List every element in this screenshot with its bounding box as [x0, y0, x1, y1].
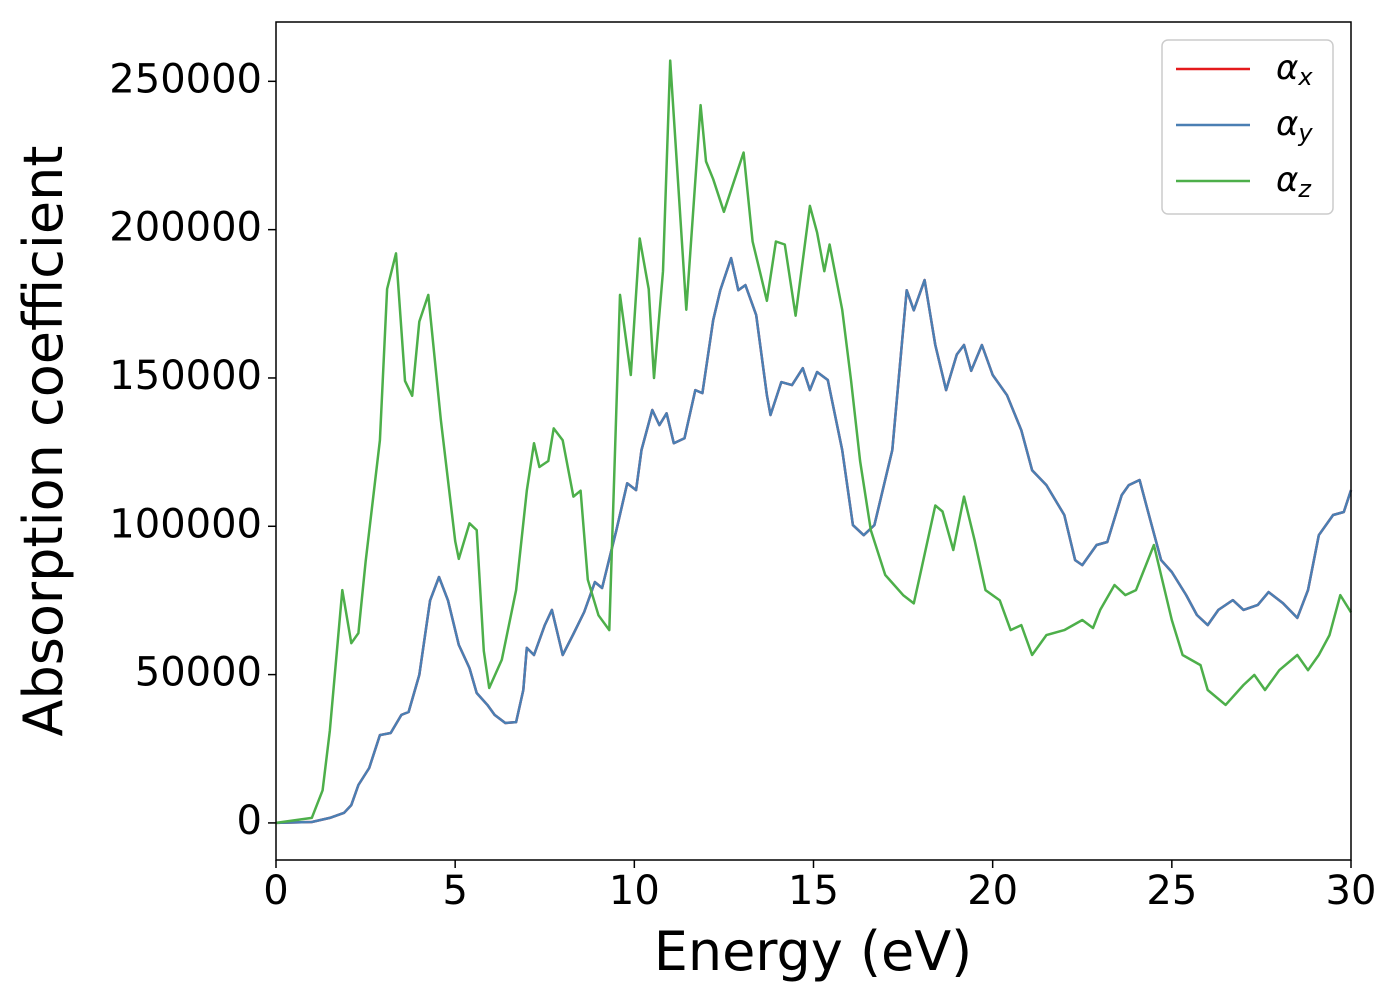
y-tick-label: 50000: [135, 650, 262, 696]
y-tick-label: 0: [237, 798, 262, 844]
x-tick-label: 30: [1326, 868, 1377, 914]
series-line: [275, 59, 1353, 825]
y-tick-label: 200000: [109, 205, 262, 251]
legend-label: αy: [1276, 104, 1313, 148]
y-axis-title: Absorption coefficient: [12, 146, 75, 737]
x-tick-label: 0: [263, 868, 288, 914]
x-tick-label: 5: [442, 868, 467, 914]
x-tick-label: 10: [609, 868, 660, 914]
x-tick-label: 15: [788, 868, 839, 914]
y-tick-label: 100000: [109, 501, 262, 547]
series-line: [275, 256, 1353, 825]
legend-label: αx: [1276, 48, 1313, 92]
y-tick-label: 150000: [109, 353, 262, 399]
legend: [1161, 39, 1334, 215]
y-tick-label: 250000: [109, 56, 262, 102]
legend-label: αz: [1276, 160, 1312, 204]
x-axis-title: Energy (eV): [654, 920, 973, 983]
x-tick-label: 25: [1146, 868, 1197, 914]
x-tick-label: 20: [967, 868, 1018, 914]
